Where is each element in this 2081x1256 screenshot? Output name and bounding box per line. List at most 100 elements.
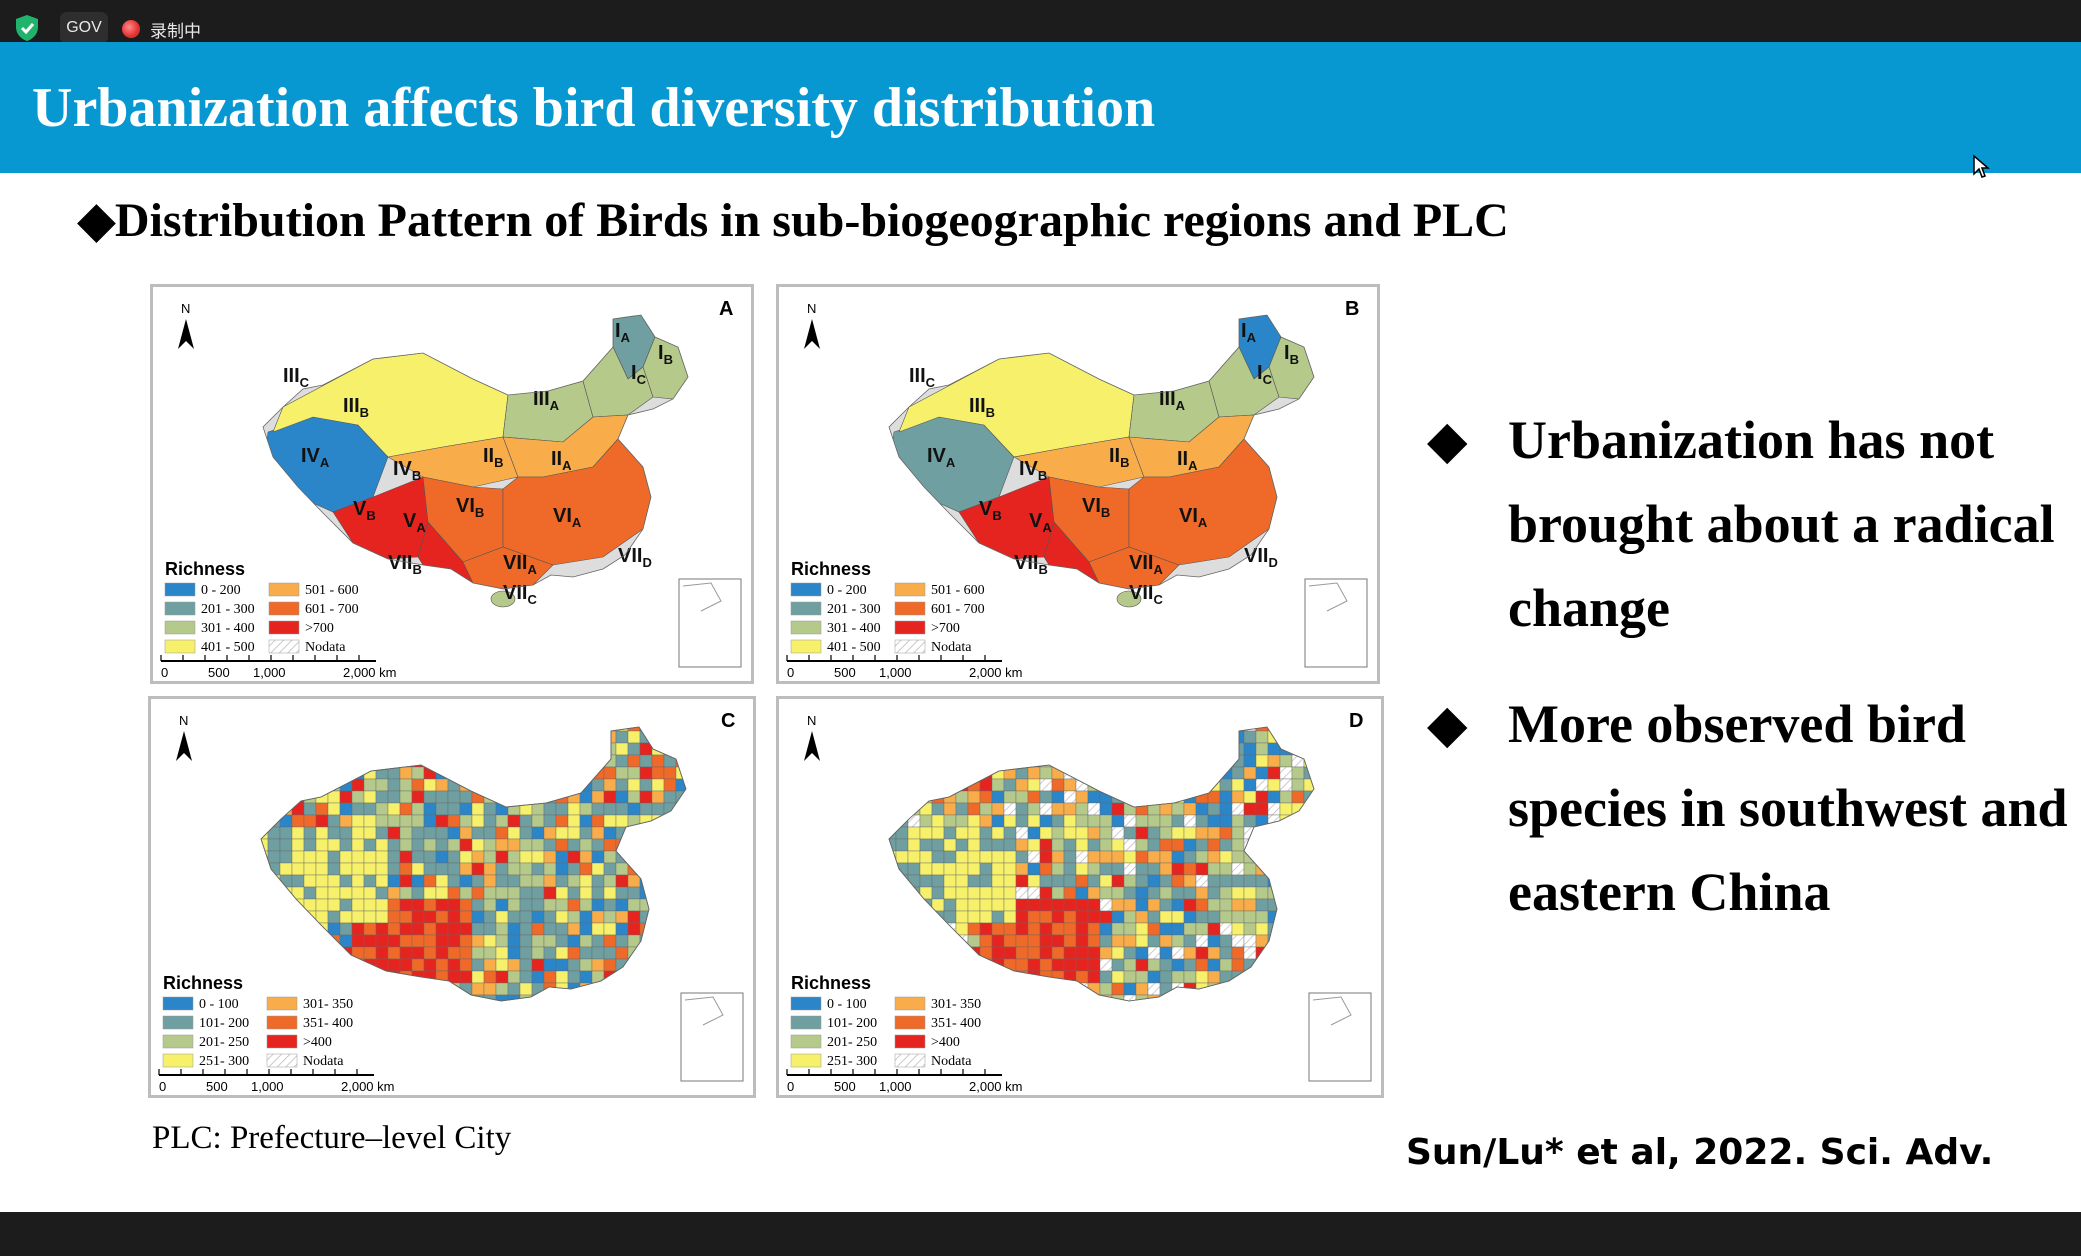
panel-letter: B <box>1345 298 1359 320</box>
region-label: VIA <box>1179 505 1208 530</box>
legend-label: 251- 300 <box>827 1054 877 1069</box>
legend-swatch <box>162 1015 194 1030</box>
legend-title: Richness <box>791 973 871 993</box>
diamond-bullet-icon: ◆ <box>1428 696 1467 752</box>
scale-tick-label: 2,000 km <box>343 665 396 680</box>
scale-bar: 0 500 1,000 2,000 km <box>158 1069 394 1094</box>
scale-tick-label: 2,000 km <box>969 1079 1022 1094</box>
legend-swatch <box>266 1034 298 1049</box>
legend-label: >700 <box>931 621 960 636</box>
recording-toolbar: GOV 录制中 <box>0 0 2081 44</box>
south-sea-inset <box>678 578 742 668</box>
south-sea-inset <box>680 992 744 1082</box>
legend-swatch <box>164 582 196 597</box>
legend-label: >700 <box>305 621 334 636</box>
panel-letter: A <box>719 298 733 320</box>
legend-swatch <box>894 620 926 635</box>
legend-label: Nodata <box>303 1054 344 1069</box>
legend-label: 351- 400 <box>303 1016 353 1031</box>
legend-swatch <box>164 639 196 654</box>
south-sea-inset <box>1304 578 1368 668</box>
legend-label: 501 - 600 <box>931 583 985 598</box>
svg-text:N: N <box>181 301 190 316</box>
scale-tick-label: 1,000 <box>879 665 912 680</box>
legend-swatch <box>790 601 822 616</box>
legend-label: 301 - 400 <box>827 621 881 636</box>
slide-title: Urbanization affects bird diversity dist… <box>32 77 1156 139</box>
legend-label: 101- 200 <box>827 1016 877 1031</box>
map-panel-b: IA IB IC IIIC IIIB IIIA IVA IVB IIB IIA VB VA VIB VIA… <box>776 284 1380 684</box>
legend: Richness 0 - 200 201 - 300 301 - 400 401 - 5… <box>164 559 359 655</box>
legend-swatch <box>894 601 926 616</box>
legend-swatch <box>790 582 822 597</box>
legend-swatch <box>894 1034 926 1049</box>
shield-check-icon[interactable] <box>14 14 40 42</box>
legend-swatch <box>266 1053 298 1068</box>
legend-swatch <box>790 1034 822 1049</box>
legend-label: 201 - 300 <box>827 602 881 617</box>
legend-label: 301 - 400 <box>201 621 255 636</box>
scale-tick-label: 0 <box>787 665 794 680</box>
gov-button[interactable]: GOV <box>60 12 108 44</box>
legend-swatch <box>268 601 300 616</box>
diamond-bullet-icon: ◆ <box>1428 412 1467 468</box>
scale-tick-label: 1,000 <box>879 1079 912 1094</box>
north-arrow-icon: N <box>804 713 820 761</box>
legend-label: 501 - 600 <box>305 583 359 598</box>
map-panel-d: N D Richness 0 - 100 101- 200 201- 250 251- 30… <box>776 696 1384 1098</box>
legend-swatch <box>894 582 926 597</box>
bullet-item: ◆ More observed bird species in southwes… <box>1428 682 2068 934</box>
legend-swatch <box>894 1053 926 1068</box>
south-sea-inset <box>1308 992 1372 1082</box>
svg-text:N: N <box>179 713 188 728</box>
legend: Richness 0 - 100 101- 200 201- 250 251- 300 3… <box>162 973 353 1069</box>
scale-tick-label: 500 <box>834 1079 856 1094</box>
scale-tick-label: 0 <box>787 1079 794 1094</box>
china-map <box>260 726 687 1002</box>
legend-label: 301- 350 <box>931 997 981 1012</box>
legend-label: 401 - 500 <box>827 640 881 655</box>
bullet-text: Urbanization has not brought about a rad… <box>1508 410 2055 638</box>
bottom-bar <box>0 1212 2081 1256</box>
legend-label: 0 - 100 <box>827 997 867 1012</box>
scale-tick-label: 2,000 km <box>341 1079 394 1094</box>
legend-swatch <box>894 1015 926 1030</box>
svg-text:N: N <box>807 301 816 316</box>
panel-letter: D <box>1349 710 1363 732</box>
region-label: VIIC <box>503 582 537 607</box>
bullet-list: ◆ Urbanization has not brought about a r… <box>1428 398 2068 966</box>
recording-indicator[interactable]: 录制中 <box>122 14 201 44</box>
bullet-item: ◆ Urbanization has not brought about a r… <box>1428 398 2068 650</box>
legend-title: Richness <box>163 973 243 993</box>
legend-label: Nodata <box>931 1054 972 1069</box>
north-arrow-icon: N <box>176 713 192 761</box>
scale-tick-label: 0 <box>159 1079 166 1094</box>
legend-swatch <box>790 1015 822 1030</box>
legend-label: 101- 200 <box>199 1016 249 1031</box>
legend-swatch <box>268 582 300 597</box>
legend-swatch <box>268 639 300 654</box>
region-label: IIIC <box>283 365 310 390</box>
scale-tick-label: 2,000 km <box>969 665 1022 680</box>
legend: Richness 0 - 200 201 - 300 301 - 400 401 - 5… <box>790 559 985 655</box>
map-panel-c: N C Richness 0 - 100 101- 200 201- 250 251- 30… <box>148 696 756 1098</box>
region-label: VIID <box>1244 545 1278 570</box>
legend-label: Nodata <box>305 640 346 655</box>
legend-swatch <box>790 996 822 1011</box>
legend-label: 201 - 300 <box>201 602 255 617</box>
legend-label: 201- 250 <box>827 1035 877 1050</box>
slide-subtitle: ◆Distribution Pattern of Birds in sub-bi… <box>78 192 1509 248</box>
region-label: VIIC <box>1129 582 1163 607</box>
citation: Sun/Lu* et al, 2022. Sci. Adv. <box>1406 1132 1994 1173</box>
legend-label: 351- 400 <box>931 1016 981 1031</box>
legend-label: Nodata <box>931 640 972 655</box>
legend-swatch <box>266 996 298 1011</box>
legend-swatch <box>790 1053 822 1068</box>
presentation-slide: Urbanization affects bird diversity dist… <box>0 42 2081 1212</box>
legend-title: Richness <box>165 559 245 579</box>
legend-swatch <box>894 996 926 1011</box>
panel-letter: C <box>721 710 735 732</box>
